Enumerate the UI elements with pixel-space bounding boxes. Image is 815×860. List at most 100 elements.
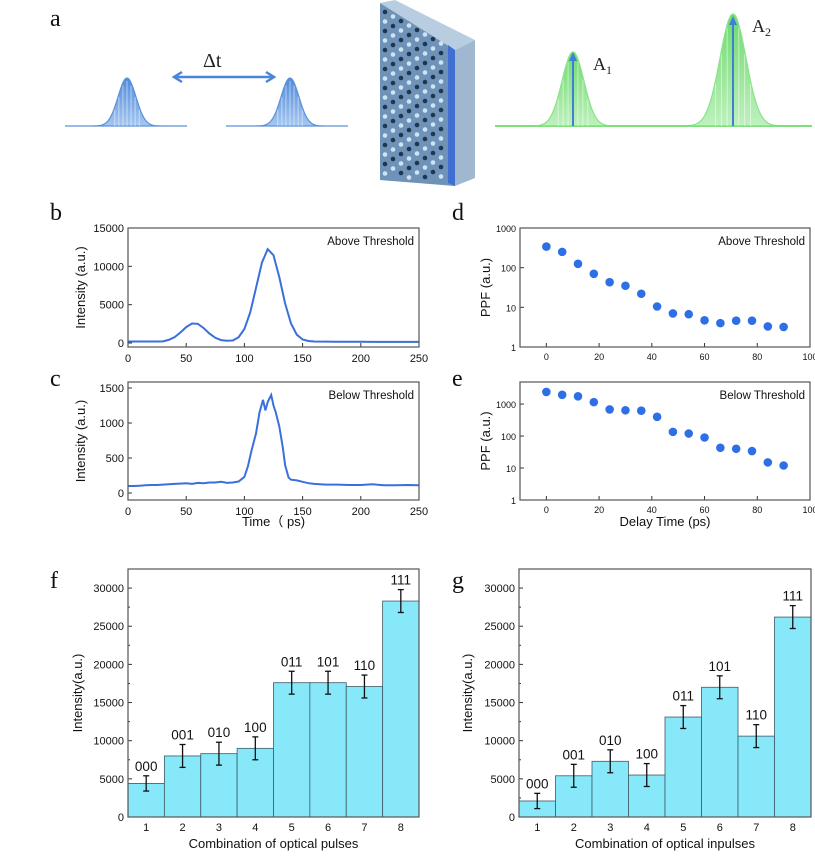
plate-hole (430, 112, 436, 118)
plate-hole (406, 146, 412, 152)
series-line (128, 247, 419, 343)
data-point (684, 429, 694, 438)
plate-hole (406, 51, 412, 57)
data-point (621, 405, 630, 415)
y-tick-label: 0 (118, 812, 124, 824)
plate-side (455, 40, 475, 186)
x-tick-label: 7 (361, 822, 367, 834)
plot-frame (127, 568, 420, 818)
plate-hole (422, 155, 428, 161)
x-tick-label: 200 (352, 506, 370, 518)
x-tick-label: 60 (700, 505, 710, 515)
chart-c: 0 500 1000 1500 0 50 100 150 200 250 Below Thresho… (73, 381, 428, 529)
data-point (747, 446, 757, 456)
plate-hole (390, 61, 396, 67)
bar-label: 001 (562, 747, 585, 762)
plate-hole (422, 41, 428, 47)
plate-hole (398, 161, 404, 166)
plate-hole (398, 132, 404, 138)
data-point (589, 397, 599, 407)
plate-hole (422, 127, 428, 132)
plate-hole (414, 37, 420, 42)
plate-hole (382, 133, 388, 138)
plate-hole (398, 66, 404, 71)
plate-hole (422, 89, 428, 94)
bar (701, 686, 739, 818)
plate-hole (382, 95, 388, 100)
amplitude-arrowhead-icon (729, 16, 737, 25)
x-tick-label: 0 (544, 352, 549, 362)
bar-label: 000 (135, 759, 158, 774)
plate-hole (406, 137, 412, 142)
plate-hole (414, 94, 420, 99)
y-tick-label: 10000 (93, 261, 124, 273)
y-tick-label: 25000 (93, 621, 124, 633)
x-tick-label: 50 (180, 506, 192, 518)
plate-hole (390, 128, 396, 133)
x-tick-label: 100 (802, 352, 815, 362)
plate-hole (390, 90, 396, 95)
plate-top (380, 0, 475, 50)
data-point (747, 316, 757, 326)
data-point (589, 269, 599, 279)
plate-hole (438, 69, 444, 75)
plate-hole (406, 89, 412, 95)
data-point (731, 444, 741, 454)
output-pulse-2 (650, 13, 812, 127)
data-point (668, 309, 678, 318)
data-point (605, 277, 614, 287)
y-tick-label: 25000 (484, 621, 515, 633)
bar-label: 000 (526, 776, 549, 791)
plate-hole (414, 151, 420, 156)
plate-hole (422, 32, 428, 37)
a2-label: A2 (752, 16, 771, 39)
plate-hole (382, 123, 388, 129)
plate-hole (398, 56, 404, 62)
x-tick-label: 80 (752, 505, 762, 515)
x-tick-label: 20 (594, 505, 604, 515)
plate-hole (438, 50, 444, 56)
y-axis-label: Intensity (a.u.) (73, 400, 88, 482)
y-tick-label: 15000 (93, 698, 124, 710)
x-tick-label: 3 (216, 822, 222, 834)
data-point (652, 412, 662, 422)
x-tick-label: 8 (398, 822, 404, 834)
schematic-panel-a: Δt A1 A2 (65, 0, 812, 186)
plate-hole (382, 114, 388, 119)
panel-label-e: e (452, 366, 463, 392)
annotation: Below Threshold (720, 390, 805, 402)
plate-hole (430, 150, 436, 156)
plate-hole (390, 80, 396, 86)
y-axis-label: PPF (a.u.) (478, 258, 493, 317)
plate-hole (430, 141, 436, 146)
plate-hole (390, 147, 396, 152)
y-tick-label: 30000 (93, 583, 124, 595)
x-tick-label: 100 (802, 505, 815, 515)
annotation: Above Threshold (327, 236, 414, 248)
plate-hole (390, 99, 396, 105)
bar-label: 110 (745, 708, 767, 723)
amplitude-arrowhead-icon (569, 52, 577, 61)
x-tick-label: 20 (594, 352, 604, 362)
chart-g: 0 5000 10000 15000 20000 25000 30000 1 000 2 001 3 0… (460, 568, 812, 851)
plate-hole (390, 71, 396, 76)
plot-frame (519, 227, 811, 348)
x-tick-label: 0 (125, 506, 131, 518)
plate-hole (430, 103, 436, 108)
delta-t-label: Δt (203, 50, 222, 72)
bar-label: 011 (672, 689, 694, 704)
plate-hole (398, 75, 404, 81)
plate-hole (430, 169, 436, 175)
x-tick-label: 150 (293, 506, 311, 518)
plate-hole (406, 32, 412, 38)
plate-hole (382, 57, 388, 62)
plate-hole (382, 171, 388, 176)
plate-hole (406, 99, 412, 104)
plate-hole (430, 36, 436, 42)
plate-hole (438, 117, 444, 122)
bar-label: 011 (281, 654, 303, 669)
plate-hole (422, 108, 428, 113)
plate-hole (438, 126, 444, 132)
panel-label-f: f (50, 568, 58, 594)
plate-hole (382, 9, 388, 15)
